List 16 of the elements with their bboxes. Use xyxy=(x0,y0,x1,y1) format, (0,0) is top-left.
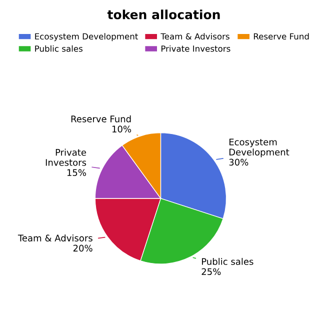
legend-label: Reserve Fund xyxy=(254,33,309,40)
slice-label: Ecosystem Development xyxy=(229,138,290,158)
chart-title: token allocation xyxy=(107,10,220,20)
data-label: 30% xyxy=(229,158,248,166)
legend-label: Private Investors xyxy=(161,45,230,52)
legend-label: Team & Advisors xyxy=(160,33,230,40)
data-label: 10% xyxy=(112,126,132,132)
legend-label: Ecosystem Development xyxy=(35,33,138,42)
slice-label: Public sales xyxy=(202,258,254,265)
slice-label: Team & Advisors xyxy=(18,234,92,242)
slice-label: Reserve Fund xyxy=(71,115,131,122)
slice-label: Private Investors xyxy=(46,148,86,166)
data-label: 20% xyxy=(73,244,92,252)
data-label: 15% xyxy=(67,169,86,176)
legend-label: Public sales xyxy=(35,45,82,52)
data-label: 25% xyxy=(202,268,221,276)
